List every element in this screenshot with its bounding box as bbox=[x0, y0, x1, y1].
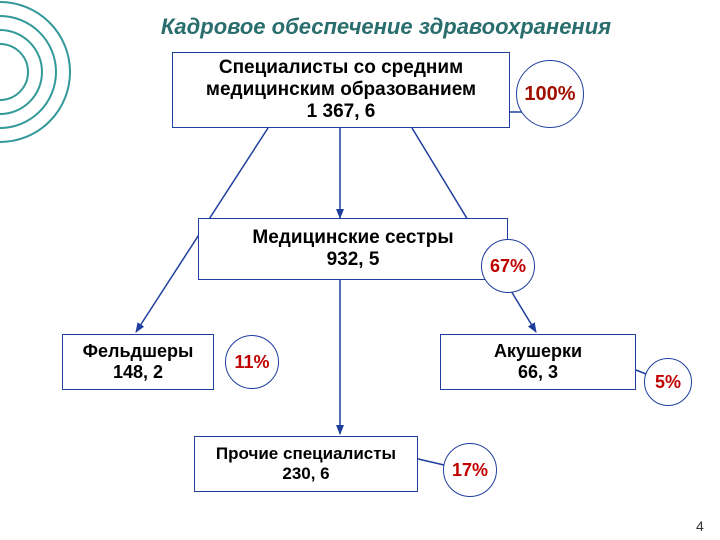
node-line: 66, 3 bbox=[518, 362, 558, 383]
badge-100pct: 100% bbox=[516, 60, 584, 128]
badge-5pct: 5% bbox=[644, 358, 692, 406]
node-nurses: Медицинские сестры932, 5 bbox=[198, 218, 508, 280]
node-line: 148, 2 bbox=[113, 362, 163, 383]
badge-5pct-text: 5% bbox=[655, 372, 681, 393]
badge-17pct-text: 17% bbox=[452, 460, 488, 481]
badge-11pct-text: 11% bbox=[234, 352, 269, 373]
node-line: 932, 5 bbox=[327, 249, 380, 271]
node-line: Специалисты со средним bbox=[219, 57, 463, 79]
slide-title-text: Кадровое обеспечение здравоохранения bbox=[161, 14, 611, 39]
badge-11pct: 11% bbox=[225, 335, 279, 389]
badge-17pct: 17% bbox=[443, 443, 497, 497]
slide-number: 4 bbox=[696, 518, 704, 534]
node-line: 230, 6 bbox=[282, 464, 329, 484]
node-specialists-total: Специалисты со средниммедицинским образо… bbox=[172, 52, 510, 128]
node-line: Медицинские сестры bbox=[252, 227, 453, 249]
node-line: Прочие специалисты bbox=[216, 444, 396, 464]
node-line: Фельдшеры bbox=[83, 341, 194, 362]
badge-100pct-text: 100% bbox=[524, 83, 575, 106]
node-line: медицинским образованием bbox=[206, 79, 476, 101]
badge-67pct: 67% bbox=[481, 239, 535, 293]
badge-67pct-text: 67% bbox=[490, 256, 526, 277]
node-feldshers: Фельдшеры148, 2 bbox=[62, 334, 214, 390]
slide-number-text: 4 bbox=[696, 518, 704, 534]
node-line: Акушерки bbox=[494, 341, 582, 362]
node-other-specialists: Прочие специалисты230, 6 bbox=[194, 436, 418, 492]
node-line: 1 367, 6 bbox=[307, 101, 376, 123]
node-midwives: Акушерки66, 3 bbox=[440, 334, 636, 390]
slide-title: Кадровое обеспечение здравоохранения bbox=[86, 14, 686, 40]
